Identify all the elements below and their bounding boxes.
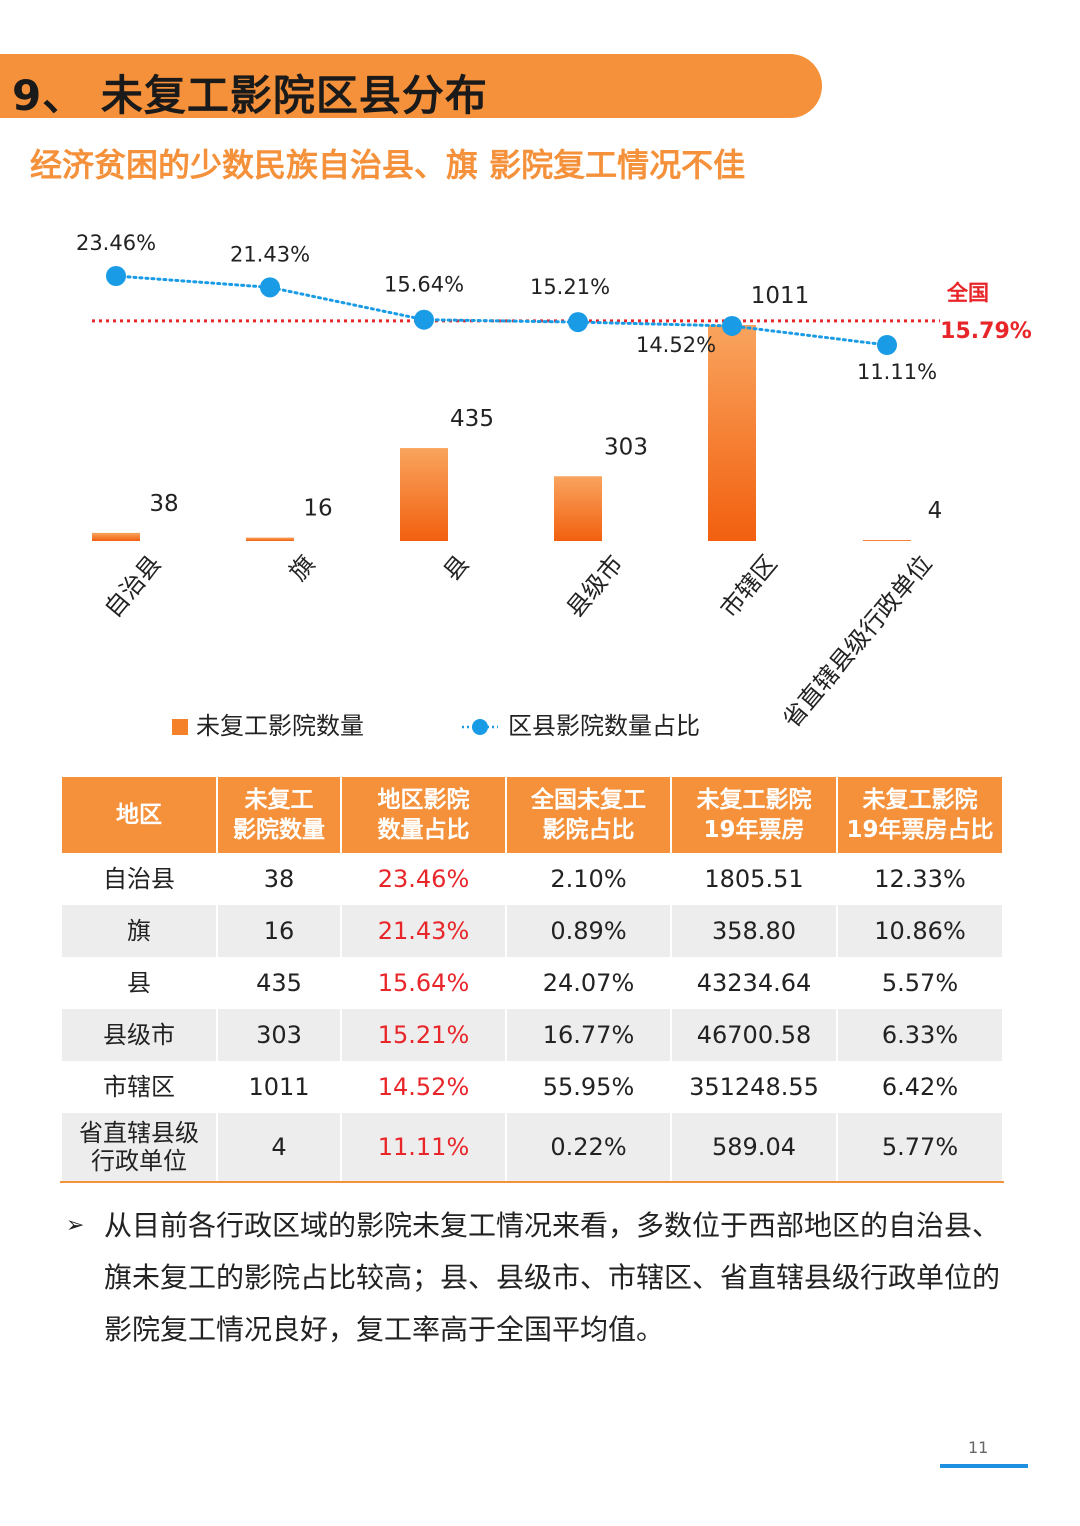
line-label-4: 14.52% xyxy=(636,333,716,357)
bar-label-1: 16 xyxy=(303,496,332,522)
cell-national: 2.10% xyxy=(505,853,672,905)
cell-box_ratio: 10.86% xyxy=(836,905,1004,957)
bar-5 xyxy=(863,540,911,541)
line-point-1 xyxy=(260,277,280,298)
cell-region: 旗 xyxy=(60,905,218,957)
bar-label-0: 38 xyxy=(149,491,178,517)
table-header-4: 未复工影院 19年票房 xyxy=(670,777,838,853)
reference-value: 15.79% xyxy=(940,319,1032,344)
legend-bar-label: 未复工影院数量 xyxy=(196,712,364,740)
cell-national: 0.22% xyxy=(505,1113,672,1183)
line-label-0: 23.46% xyxy=(76,231,156,255)
cell-box_ratio: 6.33% xyxy=(836,1009,1004,1061)
table-header-5: 未复工影院 19年票房占比 xyxy=(836,777,1004,853)
legend-bar: 未复工影院数量 xyxy=(172,706,364,741)
cell-box: 351248.55 xyxy=(670,1061,838,1113)
table-header-0: 地区 xyxy=(60,777,218,853)
bar-1 xyxy=(246,537,294,541)
cell-count: 1011 xyxy=(216,1061,342,1113)
cell-box_ratio: 6.42% xyxy=(836,1061,1004,1113)
data-table: 地区 未复工 影院数量 地区影院 数量占比 全国未复工 影院占比 未复工影院 19年票房 未复工影… xyxy=(60,777,1004,1183)
line-point-5 xyxy=(877,335,897,355)
category-label-4: 市辖区 xyxy=(715,550,783,623)
page-number-underline xyxy=(940,1464,1028,1468)
table-row: 县级市 303 15.21% 16.77% 46700.58 6.33% xyxy=(60,1009,1004,1061)
line-label-5: 11.11% xyxy=(857,360,937,384)
cell-region: 自治县 xyxy=(60,853,218,905)
cell-region: 县 xyxy=(60,957,218,1009)
summary-text: 从目前各行政区域的影院未复工情况来看，多数位于西部地区的自治县、旗未复工的影院占… xyxy=(104,1209,1001,1346)
table-row: 县 435 15.64% 24.07% 43234.64 5.57% xyxy=(60,957,1004,1009)
cell-box: 358.80 xyxy=(670,905,838,957)
bar-label-4: 1011 xyxy=(751,283,810,309)
line-label-3: 15.21% xyxy=(530,275,610,299)
line-series xyxy=(114,274,889,347)
page-number: 11 xyxy=(968,1438,989,1457)
cell-national: 24.07% xyxy=(505,957,672,1009)
line-point-0 xyxy=(106,266,126,286)
cell-box_ratio: 5.57% xyxy=(836,957,1004,1009)
table-header-3: 全国未复工 影院占比 xyxy=(505,777,672,853)
summary-note: ➢ 从目前各行政区域的影院未复工情况来看，多数位于西部地区的自治县、旗未复工的影… xyxy=(66,1200,1006,1356)
cell-national: 55.95% xyxy=(505,1061,672,1113)
cell-ratio: 14.52% xyxy=(340,1061,507,1113)
cell-ratio: 15.21% xyxy=(340,1009,507,1061)
legend-bar-swatch xyxy=(172,719,188,735)
cell-box_ratio: 5.77% xyxy=(836,1113,1004,1183)
cell-count: 38 xyxy=(216,853,342,905)
bar-0 xyxy=(92,532,140,541)
combo-chart: 全国 15.79% 38 16 435 303 1011 4 自治县 旗 县 县级市 市辖区省直辖县级… xyxy=(76,231,1032,733)
cell-ratio: 11.11% xyxy=(340,1113,507,1183)
table-header-2: 地区影院 数量占比 xyxy=(340,777,507,853)
title-banner xyxy=(0,54,822,118)
table-header-row: 地区 未复工 影院数量 地区影院 数量占比 全国未复工 影院占比 未复工影院 19年票房 未复工影… xyxy=(60,777,1004,853)
bar-label-5: 4 xyxy=(928,498,943,524)
cell-box: 589.04 xyxy=(670,1113,838,1183)
cell-national: 0.89% xyxy=(505,905,672,957)
table-row: 自治县 38 23.46% 2.10% 1805.51 12.33% xyxy=(60,853,1004,905)
cell-region: 县级市 xyxy=(60,1009,218,1061)
bar-label-2: 435 xyxy=(450,406,494,432)
line-point-3 xyxy=(568,312,588,333)
cell-region: 省直辖县级 行政单位 xyxy=(60,1113,218,1183)
page-subtitle: 经济贫困的少数民族自治县、旗 影院复工情况不佳 xyxy=(30,146,746,184)
table-row: 省直辖县级 行政单位 4 11.11% 0.22% 589.04 5.77% xyxy=(60,1113,1004,1183)
cell-region: 市辖区 xyxy=(60,1061,218,1113)
legend-line-swatch xyxy=(462,719,498,735)
bar-3 xyxy=(554,476,602,541)
category-label-2: 县 xyxy=(438,550,475,586)
line-point-4 xyxy=(722,315,742,336)
table-row: 旗 16 21.43% 0.89% 358.80 10.86% xyxy=(60,905,1004,957)
cell-count: 435 xyxy=(216,957,342,1009)
cell-ratio: 21.43% xyxy=(340,905,507,957)
cell-box: 46700.58 xyxy=(670,1009,838,1061)
cell-count: 4 xyxy=(216,1113,342,1183)
cell-count: 303 xyxy=(216,1009,342,1061)
category-label-5: 省直辖县级行政单位 xyxy=(777,550,937,733)
line-label-2: 15.64% xyxy=(384,273,464,297)
cell-box: 1805.51 xyxy=(670,853,838,905)
cell-box: 43234.64 xyxy=(670,957,838,1009)
bullet-arrow-icon: ➢ xyxy=(66,1213,85,1238)
reference-label: 全国 xyxy=(946,281,989,305)
category-label-1: 旗 xyxy=(284,550,321,586)
bar-label-3: 303 xyxy=(604,434,648,460)
legend-line-label: 区县影院数量占比 xyxy=(508,712,700,740)
cell-ratio: 23.46% xyxy=(340,853,507,905)
category-label-3: 县级市 xyxy=(561,550,629,623)
table-header-1: 未复工 影院数量 xyxy=(216,777,342,853)
table-row: 市辖区 1011 14.52% 55.95% 351248.55 6.42% xyxy=(60,1061,1004,1113)
page-title: 9、 未复工影院区县分布 xyxy=(12,71,488,120)
bar-4 xyxy=(708,325,756,541)
line-label-1: 21.43% xyxy=(230,242,310,266)
cell-ratio: 15.64% xyxy=(340,957,507,1009)
bar-2 xyxy=(400,448,448,541)
cell-box_ratio: 12.33% xyxy=(836,853,1004,905)
cell-national: 16.77% xyxy=(505,1009,672,1061)
line-point-2 xyxy=(414,309,434,330)
legend-line: 区县影院数量占比 xyxy=(460,706,700,741)
category-label-0: 自治县 xyxy=(99,550,167,623)
cell-count: 16 xyxy=(216,905,342,957)
